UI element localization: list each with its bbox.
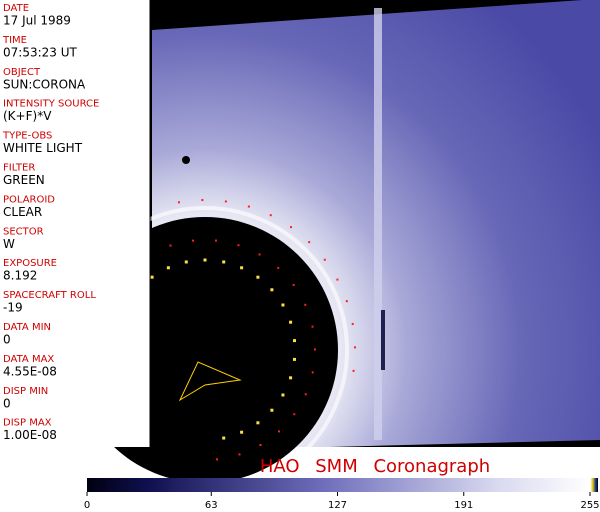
yellow-marker — [166, 266, 170, 270]
yellow-marker — [184, 260, 188, 264]
field-label: POLAROID — [3, 194, 55, 205]
field-value: 1.00E-08 — [3, 428, 57, 442]
red-marker — [293, 413, 296, 416]
colorbar — [87, 478, 598, 492]
field-label: OBJECT — [3, 67, 41, 78]
tick-label: 63 — [205, 500, 218, 511]
yellow-marker — [256, 421, 260, 425]
red-marker — [216, 458, 219, 461]
streak — [374, 8, 382, 440]
field-value: 0 — [3, 333, 11, 347]
red-marker — [177, 201, 180, 204]
yellow-marker — [222, 436, 226, 440]
field-label: DATE — [3, 3, 29, 14]
field-label: TIME — [2, 35, 27, 46]
field-value: W — [3, 237, 15, 251]
field-label: FILTER — [3, 163, 35, 174]
colorbar-ticks: 0 63 127 191 255 — [84, 492, 600, 511]
field-value: GREEN — [3, 173, 45, 187]
red-marker — [238, 453, 241, 456]
field-value: CLEAR — [3, 205, 42, 219]
red-marker — [323, 258, 326, 261]
field-label: DISP MAX — [3, 418, 52, 429]
field-label: TYPE-OBS — [2, 131, 52, 142]
red-marker — [191, 239, 194, 242]
field-label: SPACECRAFT ROLL — [3, 290, 96, 301]
field-label: DISP MIN — [3, 386, 48, 397]
yellow-marker — [281, 393, 285, 397]
field-value: 0 — [3, 396, 11, 410]
red-marker — [224, 200, 227, 203]
red-marker — [353, 346, 356, 349]
field-value: (K+F)*V — [3, 109, 52, 123]
red-marker — [313, 348, 316, 351]
red-marker — [304, 303, 307, 306]
field-value: 4.55E-08 — [3, 364, 57, 378]
tick-label: 255 — [580, 500, 599, 511]
yellow-marker — [281, 303, 285, 307]
yellow-marker — [289, 376, 293, 380]
red-marker — [237, 244, 240, 247]
streak-feature — [381, 310, 385, 370]
field-value: -19 — [3, 301, 23, 315]
tick-label: 127 — [328, 500, 347, 511]
field-label: DATA MIN — [3, 322, 51, 333]
yellow-marker — [240, 430, 244, 434]
red-marker — [290, 226, 293, 229]
field-value: 8.192 — [3, 269, 37, 283]
outline — [178, 361, 242, 402]
field-value: 07:53:23 UT — [3, 45, 77, 59]
yellow-marker — [270, 408, 274, 412]
red-marker — [214, 239, 217, 242]
red-marker — [351, 322, 354, 325]
red-marker — [277, 266, 280, 269]
tick-label: 0 — [84, 500, 90, 511]
field-value: WHITE LIGHT — [3, 141, 83, 155]
yellow-marker — [203, 258, 207, 262]
red-marker — [308, 241, 311, 244]
red-marker — [352, 369, 355, 372]
info-panel — [0, 0, 150, 447]
spot — [182, 156, 190, 164]
yellow-marker — [256, 275, 260, 279]
field-value: SUN:CORONA — [3, 77, 86, 91]
red-marker — [269, 214, 272, 217]
red-marker — [304, 393, 307, 396]
tick-label: 191 — [454, 500, 473, 511]
field-label: EXPOSURE — [3, 258, 57, 269]
red-marker — [277, 430, 280, 433]
field-label: INTENSITY SOURCE — [3, 99, 99, 110]
field-value: 17 Jul 1989 — [3, 14, 71, 28]
red-marker — [292, 283, 295, 286]
red-marker — [247, 205, 250, 208]
title: HAO SMM Coronagraph — [260, 456, 490, 477]
field-label: SECTOR — [3, 226, 44, 237]
yellow-marker — [293, 357, 297, 361]
red-marker — [201, 199, 204, 202]
red-marker — [311, 325, 314, 328]
yellow-marker — [222, 260, 226, 264]
red-marker — [311, 371, 314, 374]
yellow-marker — [270, 288, 274, 292]
yellow-marker — [240, 266, 244, 270]
yellow-marker — [293, 339, 297, 343]
red-marker — [259, 444, 262, 447]
red-marker — [345, 300, 348, 303]
red-marker — [336, 278, 339, 281]
field-label: DATA MAX — [3, 354, 54, 365]
red-marker — [169, 244, 172, 247]
red-marker — [258, 253, 261, 256]
yellow-marker — [150, 275, 154, 279]
yellow-marker — [289, 320, 293, 324]
